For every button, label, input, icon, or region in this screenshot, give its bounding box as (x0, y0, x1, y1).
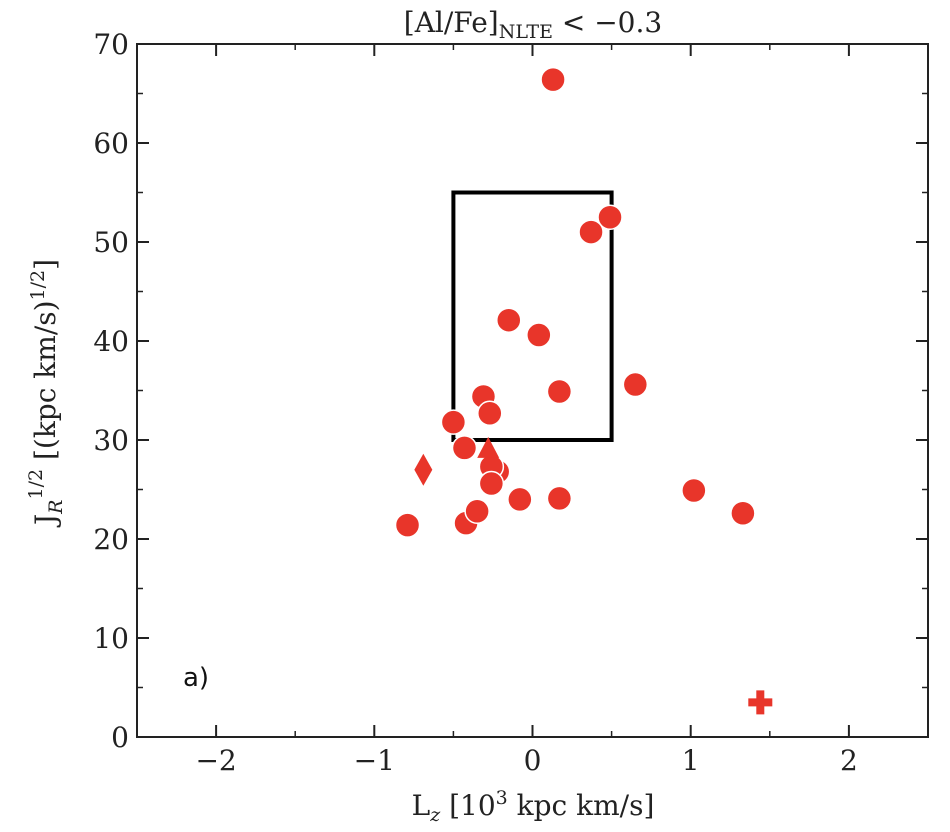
x-tick-label: 1 (682, 744, 700, 777)
data-point-triangle (477, 436, 500, 458)
x-tick-label: 0 (524, 744, 542, 777)
data-point-circle (546, 485, 573, 512)
plot-area (394, 66, 773, 715)
data-point-circle (622, 371, 649, 398)
data-point-circle (540, 66, 566, 93)
y-tick-label: 70 (93, 28, 129, 61)
y-tick-label: 10 (93, 622, 129, 655)
y-axis-label: JR1/2 [(kpc km/s)1/2] (25, 259, 67, 528)
data-point-diamond (414, 453, 433, 486)
plot-frame (136, 43, 929, 738)
data-point-circle (681, 477, 707, 504)
data-point-circle (440, 409, 467, 435)
chart-title: [Al/Fe]NLTE < −0.3 (404, 6, 662, 43)
data-point-circle (546, 378, 573, 405)
data-point-circle (496, 307, 522, 333)
x-tick-label: −1 (354, 744, 395, 777)
x-tick-label: −2 (195, 744, 236, 777)
y-tick-label: 20 (93, 523, 129, 556)
y-tick-label: 30 (93, 424, 129, 457)
y-tick-label: 0 (111, 721, 129, 754)
data-point-circle (451, 435, 478, 461)
data-point-circle (507, 486, 533, 513)
data-point-cross (748, 690, 773, 715)
data-point-circle (578, 219, 604, 245)
x-tick-label: 2 (840, 744, 858, 777)
data-point-circle (477, 400, 503, 427)
data-point-circle (526, 322, 552, 348)
data-point-circle (394, 512, 421, 538)
data-point-circle (730, 500, 756, 527)
y-tick-label: 50 (93, 226, 129, 259)
panel-label: a) (183, 663, 209, 693)
selection-box (451, 190, 614, 442)
y-tick-label: 60 (93, 127, 129, 160)
data-point-circle (478, 470, 505, 497)
data-point-circle (464, 498, 490, 525)
data-point-circle (597, 204, 623, 230)
x-axis-label: Lz [103 kpc km/s] (412, 787, 655, 826)
y-tick-label: 40 (93, 325, 129, 358)
